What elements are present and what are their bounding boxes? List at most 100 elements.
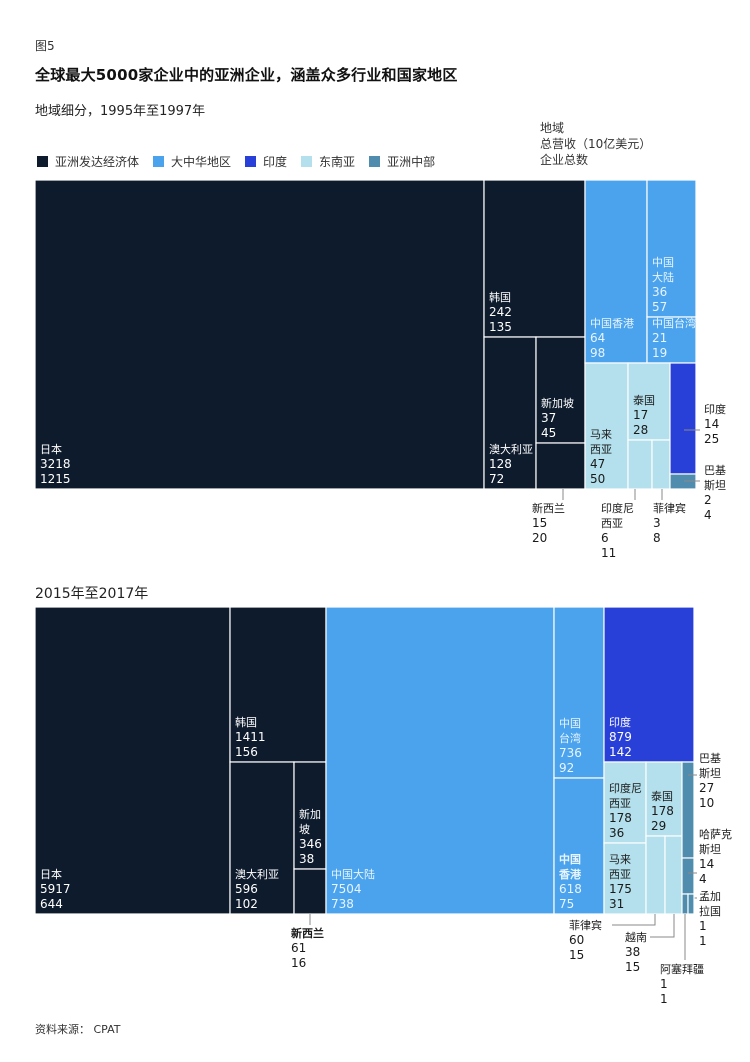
cell-label: 菲律宾 [653,501,686,515]
cell-label: 西亚 [609,868,631,881]
figure-label: 图5 [35,39,55,53]
treemap-cell [603,606,695,763]
cell-label: 斯坦 [699,842,721,856]
legend-item-india: 印度 [245,153,287,170]
cell-company-count: 20 [532,531,547,545]
cell-revenue: 21 [652,331,667,345]
cell-label: 中国 [559,717,581,730]
cell-label: 日本 [40,867,62,881]
cell-label: 印度尼 [601,501,634,515]
cell-label: 日本 [40,442,62,456]
treemap-cell [553,777,605,915]
cell-label: 泰国 [651,789,673,803]
treemap-cell [603,842,647,915]
chart-1-subtitle: 地域细分，1995年至1997年 [35,104,206,119]
treemap-cell [535,336,586,444]
cell-company-count: 644 [40,897,63,911]
cell-company-count: 738 [331,897,354,911]
cell-revenue: 15 [532,516,547,530]
treemap-cell [627,362,671,441]
cell-company-count: 1 [660,992,668,1006]
label-key: 地域 总营收（10亿美元） 企业总数 [540,120,651,168]
treemap-cell [34,179,485,490]
cell-revenue: 61 [291,941,306,955]
leader-line [650,914,675,938]
treemap-cell [681,761,695,859]
cell-label: 巴基 [704,464,726,477]
cell-revenue: 27 [699,781,714,795]
cell-revenue: 2 [704,493,712,507]
leader-line [612,914,656,926]
cell-label: 哈萨克 [699,828,732,841]
cell-company-count: 31 [609,897,624,911]
chart-2-subtitle: 2015年至2017年 [35,586,149,602]
cell-revenue: 1 [699,919,707,933]
cell-revenue: 242 [489,305,512,319]
legend-label: 大中华地区 [171,155,232,169]
cell-company-count: 45 [541,426,556,440]
cell-company-count: 15 [569,948,584,962]
treemap-cell [687,893,695,915]
legend-item-southeast-asia: 东南亚 [301,153,355,170]
legend-item-developed: 亚洲发达经济体 [37,153,139,170]
key-revenue: 总营收（10亿美元） [540,137,652,151]
treemap-cell [229,761,295,915]
cell-revenue: 64 [590,331,605,345]
cell-label: 中国香港 [590,317,634,330]
treemap-cell [325,606,555,915]
cell-label: 西亚 [601,517,623,530]
cell-label: 西亚 [609,797,631,810]
cell-label: 马来 [609,853,631,866]
cell-label: 大陆 [652,270,674,284]
key-companies: 企业总数 [540,153,589,167]
cell-company-count: 57 [652,300,667,314]
chart-title: 全球最大5000家企业中的亚洲企业，涵盖众多行业和国家地区 [35,66,458,84]
legend-swatch [369,156,381,167]
treemap-cell [627,439,653,490]
cell-revenue: 178 [651,804,674,818]
treemap-cell [535,442,586,490]
cell-label: 韩国 [489,290,511,304]
cell-revenue: 6 [601,531,609,545]
cell-company-count: 142 [609,745,632,759]
cell-company-count: 75 [559,897,574,911]
legend-swatch [245,156,257,167]
cell-company-count: 29 [651,819,666,833]
cell-label: 马来 [590,428,612,441]
legend-swatch [37,156,48,167]
treemap-cell [681,893,689,915]
cell-company-count: 8 [653,531,661,545]
legend-label: 东南亚 [319,155,356,169]
cell-revenue: 346 [299,837,322,851]
legend-swatch [301,156,313,167]
cell-label: 越南 [625,930,647,944]
cell-label: 孟加 [699,890,721,903]
cell-label: 菲律宾 [569,918,602,932]
cell-revenue: 47 [590,457,605,471]
treemap-cell [229,606,327,763]
cell-company-count: 135 [489,320,512,334]
cell-label: 新西兰 [291,926,324,940]
cell-label: 印度尼 [609,781,642,795]
cell-label: 中国 [559,852,581,866]
cell-company-count: 50 [590,472,605,486]
cell-label: 印度 [704,402,726,416]
cell-revenue: 175 [609,882,632,896]
cell-revenue: 1 [660,977,668,991]
cell-label: 澳大利亚 [235,867,279,881]
cell-label: 印度 [609,715,631,729]
treemap-2: 日本5917644韩国1411156澳大利亚596102新加坡34638新西兰6… [34,606,732,1006]
cell-label: 巴基 [699,752,721,765]
cell-revenue: 7504 [331,882,362,896]
cell-revenue: 3 [653,516,661,530]
treemap-cell [34,606,231,915]
cell-label: 韩国 [235,715,257,729]
cell-company-count: 72 [489,472,504,486]
legend-swatch [153,156,165,167]
treemap-cell [603,761,647,844]
cell-revenue: 36 [652,285,667,299]
cell-company-count: 4 [699,872,707,886]
cell-revenue: 37 [541,411,556,425]
cell-revenue: 178 [609,811,632,825]
